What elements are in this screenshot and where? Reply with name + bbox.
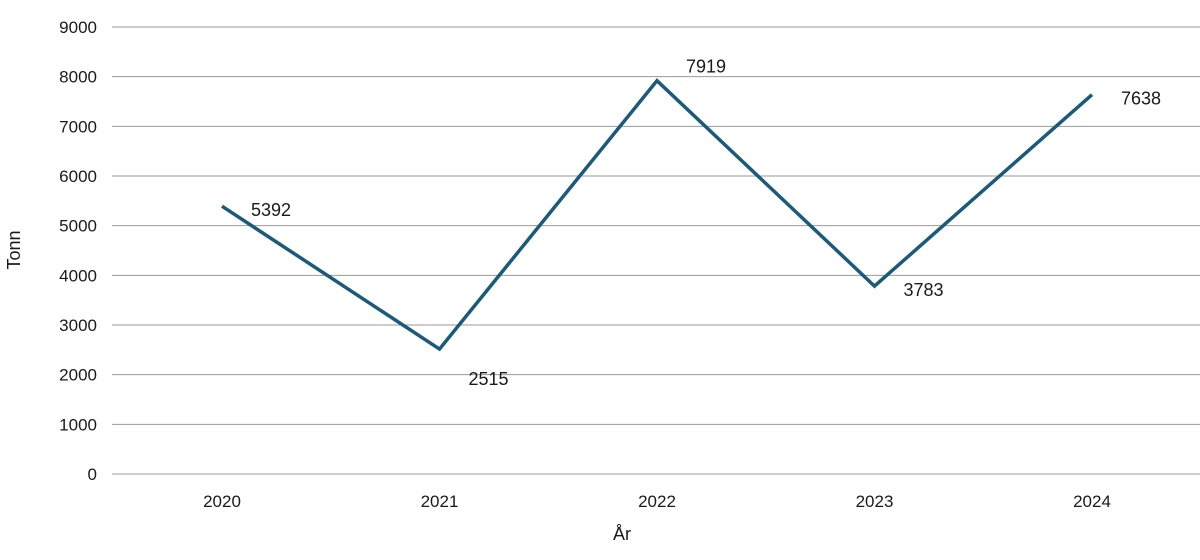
data-label-2020: 5392 (251, 200, 291, 220)
series-layer (221, 78, 1094, 352)
y-axis-title: Tonn (4, 230, 24, 269)
y-tick-label: 6000 (59, 167, 97, 186)
y-tick-labels: 0 1000 2000 3000 4000 5000 6000 7000 8000 9000 (59, 18, 97, 484)
y-tick-label: 1000 (59, 415, 97, 434)
data-label-2022: 7919 (686, 57, 726, 77)
x-tick-labels: 2020 2021 2022 2023 2024 (203, 492, 1111, 511)
y-tick-label: 4000 (59, 266, 97, 285)
data-label-2024: 7638 (1121, 89, 1161, 109)
data-labels: 5392 2515 7919 3783 7638 (251, 57, 1161, 389)
x-axis-title: År (613, 524, 631, 544)
x-tick-label: 2020 (203, 492, 241, 511)
y-tick-label: 3000 (59, 316, 97, 335)
y-tick-label: 0 (88, 465, 97, 484)
y-tick-label: 9000 (59, 18, 97, 37)
x-tick-label: 2023 (856, 492, 894, 511)
x-tick-label: 2022 (638, 492, 676, 511)
y-tick-label: 2000 (59, 366, 97, 385)
x-tick-label: 2021 (421, 492, 459, 511)
data-label-2023: 3783 (904, 280, 944, 300)
y-tick-label: 8000 (59, 68, 97, 87)
y-tick-label: 5000 (59, 217, 97, 236)
y-tick-label: 7000 (59, 117, 97, 136)
data-label-2021: 2515 (469, 369, 509, 389)
grid-lines (112, 26, 1200, 475)
x-tick-label: 2024 (1073, 492, 1111, 511)
series-line (221, 78, 1094, 352)
